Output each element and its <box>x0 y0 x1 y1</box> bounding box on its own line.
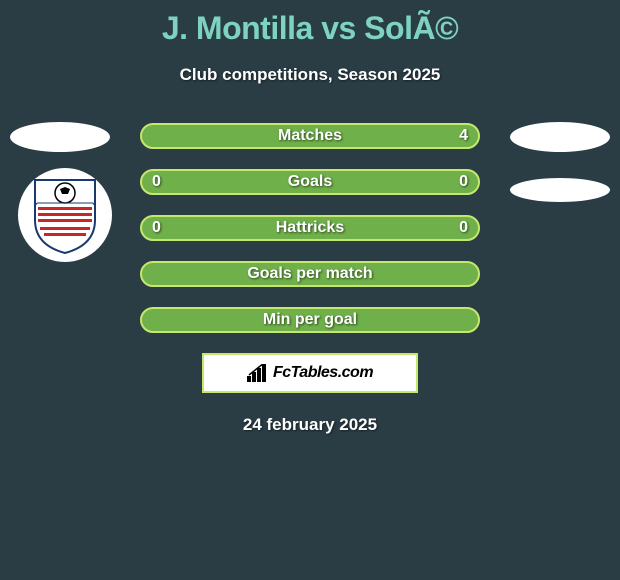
stat-left-value: 0 <box>152 219 161 237</box>
player-right-placeholder <box>510 178 610 202</box>
stat-right-value: 0 <box>459 219 468 237</box>
brand-box[interactable]: FcTables.com <box>202 353 418 393</box>
comparison-subtitle: Club competitions, Season 2025 <box>0 65 620 85</box>
stat-right-value: 0 <box>459 173 468 191</box>
comparison-title: J. Montilla vs SolÃ© <box>0 0 620 47</box>
brand-text: FcTables.com <box>273 364 373 382</box>
stat-row-goals-per-match: Goals per match <box>140 261 480 287</box>
stat-left-value: 0 <box>152 173 161 191</box>
stat-label: Min per goal <box>263 311 357 329</box>
stat-row-min-per-goal: Min per goal <box>140 307 480 333</box>
bars-icon <box>247 364 269 382</box>
stat-row-goals: 0 Goals 0 <box>140 169 480 195</box>
club-crest-icon <box>30 175 100 255</box>
stat-label: Goals per match <box>247 265 372 283</box>
player-left-avatar <box>10 122 110 152</box>
brand-logo: FcTables.com <box>247 364 373 382</box>
stat-label: Hattricks <box>276 219 344 237</box>
player-right-avatar <box>510 122 610 152</box>
stat-right-value: 4 <box>459 127 468 145</box>
stat-row-matches: Matches 4 <box>140 123 480 149</box>
stat-label: Goals <box>288 173 332 191</box>
date-text: 24 february 2025 <box>0 415 620 435</box>
team-badge-left <box>18 168 112 262</box>
stat-label: Matches <box>278 127 342 145</box>
stat-row-hattricks: 0 Hattricks 0 <box>140 215 480 241</box>
